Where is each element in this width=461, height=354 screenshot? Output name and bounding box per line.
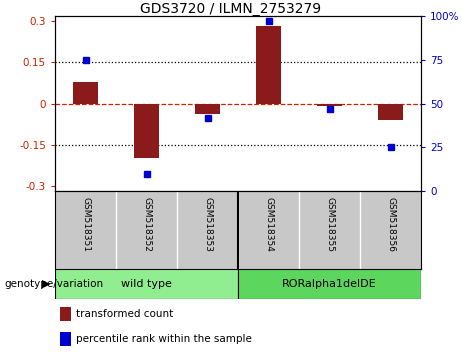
Bar xyxy=(378,103,403,120)
Text: transformed count: transformed count xyxy=(76,309,173,319)
Bar xyxy=(195,103,220,114)
Bar xyxy=(134,103,159,158)
Text: percentile rank within the sample: percentile rank within the sample xyxy=(76,334,252,344)
Bar xyxy=(317,103,342,106)
Text: GSM518356: GSM518356 xyxy=(386,197,395,252)
Bar xyxy=(59,332,71,346)
Text: GSM518351: GSM518351 xyxy=(81,197,90,252)
Bar xyxy=(256,25,281,103)
Text: GSM518352: GSM518352 xyxy=(142,197,151,252)
Bar xyxy=(59,307,71,321)
Text: GSM518354: GSM518354 xyxy=(264,197,273,252)
Text: wild type: wild type xyxy=(121,279,172,289)
Text: genotype/variation: genotype/variation xyxy=(5,279,104,289)
Text: GSM518355: GSM518355 xyxy=(325,197,334,252)
Bar xyxy=(55,269,238,299)
Bar xyxy=(238,269,421,299)
Text: ▶: ▶ xyxy=(42,279,50,289)
Text: RORalpha1delDE: RORalpha1delDE xyxy=(282,279,377,289)
Bar xyxy=(73,82,98,103)
Text: GDS3720 / ILMN_2753279: GDS3720 / ILMN_2753279 xyxy=(140,2,321,16)
Text: GSM518353: GSM518353 xyxy=(203,197,212,252)
